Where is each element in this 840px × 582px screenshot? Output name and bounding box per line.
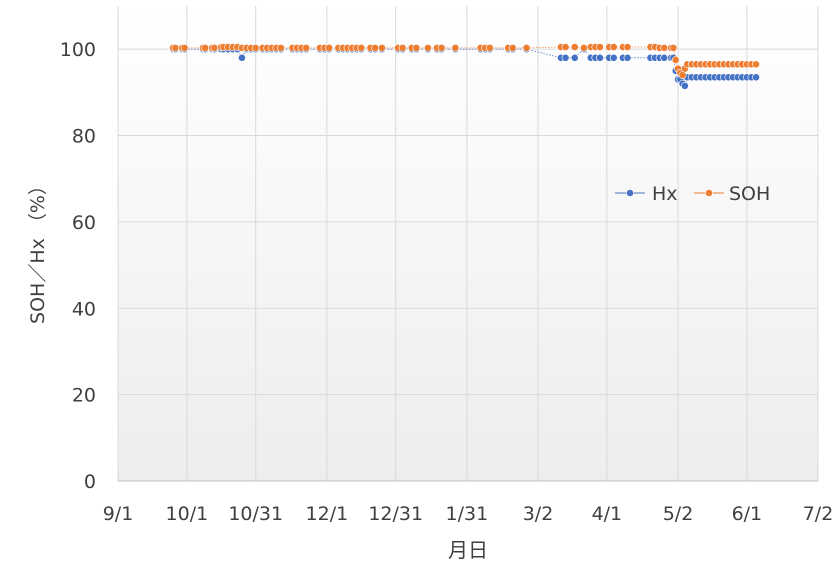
axes: 9/1 10/1 10/31 12/1 12/31 1/31 3/2 4/1 5/2 6/1 7/2… <box>27 39 833 562</box>
data-point <box>302 43 311 52</box>
legend-marker <box>705 189 713 197</box>
legend-marker <box>626 189 634 197</box>
data-point <box>412 43 421 52</box>
y-tick-label: 40 <box>72 298 96 320</box>
series-soh <box>169 43 760 79</box>
x-tick-label: 10/31 <box>228 503 283 525</box>
data-point <box>609 53 618 62</box>
y-tick-label: 60 <box>72 212 96 234</box>
series-layer <box>169 43 760 90</box>
x-tick-label: 3/2 <box>523 503 554 525</box>
data-point <box>171 43 180 52</box>
data-point <box>678 71 687 79</box>
data-point <box>423 43 432 52</box>
legend-label: SOH <box>729 183 770 205</box>
data-point <box>508 43 517 52</box>
x-tick-label: 6/1 <box>732 503 763 525</box>
data-point <box>357 43 366 52</box>
y-axis-title: SOH／Hx （%） <box>27 176 49 324</box>
data-point <box>325 43 334 52</box>
data-point <box>251 43 260 52</box>
x-tick-label: 10/1 <box>166 503 209 525</box>
data-point <box>561 53 570 62</box>
data-point <box>570 53 579 62</box>
data-point <box>660 53 669 62</box>
x-axis-title: 月日 <box>448 538 488 562</box>
data-point <box>378 43 386 52</box>
x-tick-label: 9/1 <box>103 503 134 525</box>
data-point <box>277 43 285 52</box>
data-point <box>669 43 678 52</box>
data-point <box>623 43 632 51</box>
y-tick-label: 100 <box>60 39 96 61</box>
data-point <box>437 43 446 52</box>
data-point <box>596 53 604 62</box>
data-point <box>371 43 379 52</box>
y-tick-label: 80 <box>72 126 96 148</box>
legend-item-hx: Hx <box>615 183 678 205</box>
data-point <box>561 43 570 51</box>
data-point <box>522 43 531 52</box>
x-tick-label: 7/2 <box>803 503 834 525</box>
x-tick-label: 1/31 <box>446 503 489 525</box>
data-point <box>180 43 189 52</box>
legend-label: Hx <box>652 183 678 205</box>
data-point <box>623 53 632 62</box>
data-point <box>609 43 618 51</box>
plot-area <box>118 6 818 481</box>
legend: Hx SOH <box>615 183 770 205</box>
data-point <box>671 56 680 64</box>
y-tick-label: 20 <box>72 385 96 407</box>
data-point <box>680 81 689 90</box>
data-point <box>570 43 579 51</box>
data-point <box>485 43 494 52</box>
data-point <box>752 60 760 69</box>
data-point <box>752 73 760 82</box>
data-point <box>451 43 460 52</box>
data-point <box>580 43 588 52</box>
legend-item-soh: SOH <box>694 183 770 205</box>
data-point <box>201 43 210 52</box>
data-point <box>210 43 219 52</box>
x-tick-label: 12/31 <box>368 503 423 525</box>
data-point <box>596 43 604 51</box>
data-point <box>660 43 669 52</box>
gridlines <box>117 6 819 482</box>
data-point <box>238 53 246 62</box>
y-tick-label: 0 <box>84 471 96 493</box>
x-tick-label: 4/1 <box>592 503 623 525</box>
data-point <box>398 43 407 52</box>
x-tick-label: 5/2 <box>663 503 694 525</box>
x-tick-label: 12/1 <box>306 503 349 525</box>
